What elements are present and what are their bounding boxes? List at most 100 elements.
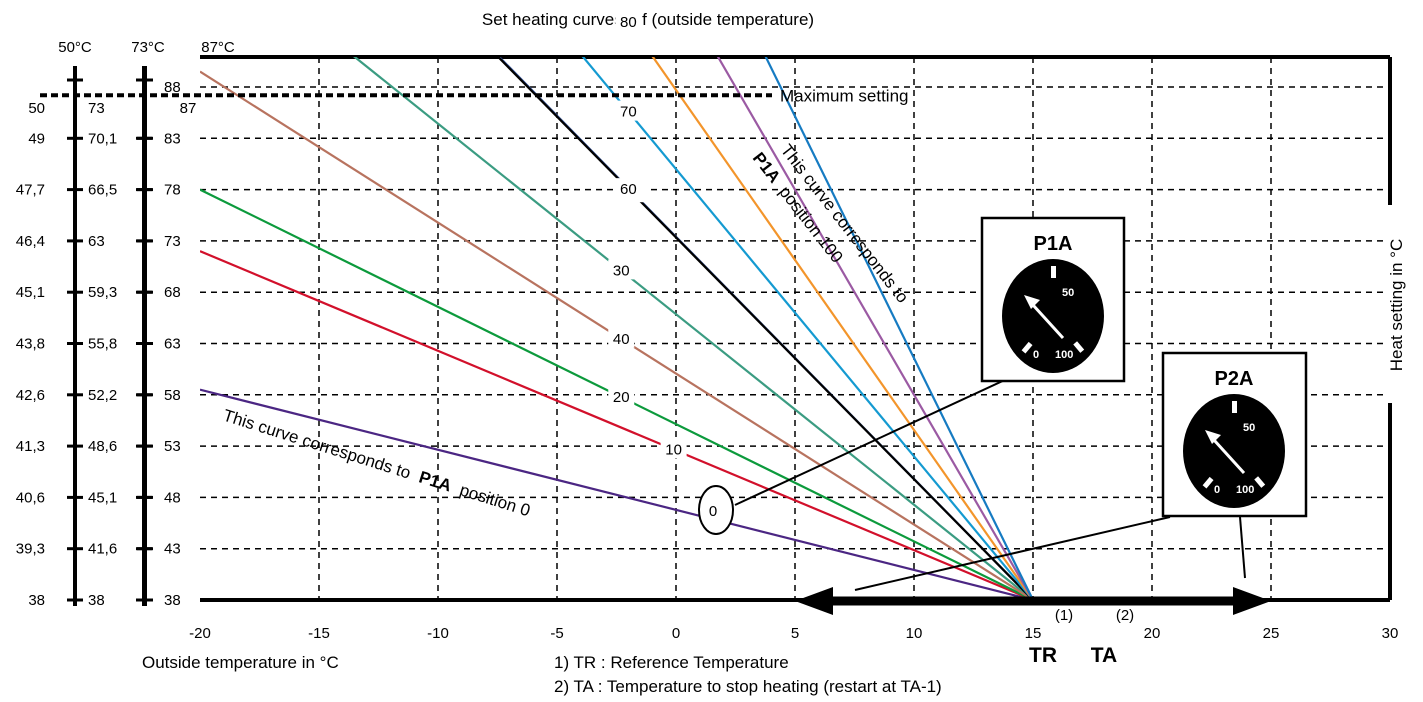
curve-label-30: 30: [613, 262, 630, 279]
scale-value: 50: [28, 100, 45, 117]
p2a-connector-left: [854, 516, 1171, 591]
x-tick-label: -20: [189, 625, 211, 642]
scale-value: 43,8: [16, 336, 45, 353]
curve-label-20: 20: [613, 389, 630, 406]
scale-header: 73°C: [131, 39, 165, 56]
x-tick-label: 5: [791, 625, 799, 642]
p1a-dial-label-50: 50: [1062, 287, 1074, 299]
x-tick-label: 30: [1382, 625, 1399, 642]
scale-value: 39,3: [16, 541, 45, 558]
x-tick-label: 15: [1025, 625, 1042, 642]
scale-value: 38: [28, 592, 45, 609]
p2a-dial-title: P2A: [1215, 368, 1254, 390]
p1a-dial-title: P1A: [1034, 233, 1073, 255]
scale-value: 55,8: [88, 336, 117, 353]
curve-label-bg: [615, 10, 642, 31]
x-tick-label: 0: [672, 625, 680, 642]
scale-value: 45,1: [16, 284, 45, 301]
curve-label-bg: [608, 259, 635, 280]
annotation-position-0-text: This curve corresponds to: [221, 406, 413, 483]
curve-label-10: 10: [665, 442, 682, 459]
y-tick-label: 38: [164, 592, 181, 609]
annotation-position-0-suffix: position 0: [457, 480, 532, 520]
x-tick-label: 10: [906, 625, 923, 642]
scale-value: 38: [88, 592, 105, 609]
marker-footnote: (2): [1116, 607, 1134, 624]
marker-footnote: (1): [1055, 607, 1073, 624]
annotation-position-100-line1: This curve corresponds to: [777, 141, 912, 307]
scale-value: 47,7: [16, 182, 45, 199]
curve-0: [200, 388, 1034, 600]
curve-label-bg: [608, 327, 635, 348]
x-tick-label: 25: [1263, 625, 1280, 642]
curve-80: [651, 57, 1034, 600]
footnote-ta: 2) TA : Temperature to stop heating (res…: [554, 677, 942, 696]
curve-10: [200, 250, 1034, 600]
p2a-dial-label-100: 100: [1236, 484, 1254, 496]
arrow-head-left: [795, 587, 833, 615]
y-tick-label: 83: [164, 130, 181, 147]
scale-value: 73: [88, 100, 105, 117]
scale-header: 87°C: [201, 39, 235, 56]
tr-ta-markers: (1) TR (2) TA: [1029, 607, 1134, 667]
scale-value: 63: [88, 233, 105, 250]
chart-title: Set heating curves = f (outside temperat…: [482, 10, 814, 29]
curve-label-40: 40: [613, 331, 630, 348]
p1a-dial-needle: [1031, 303, 1065, 340]
p2a-dial-box: P2A 50 0 100: [1161, 351, 1308, 518]
maximum-setting-label: Maximum setting: [780, 86, 908, 105]
scale-value: 42,6: [16, 387, 45, 404]
curve-70: [581, 57, 1034, 600]
p2a-dial-label-50: 50: [1243, 422, 1255, 434]
curve-label-bg: [615, 178, 642, 199]
curve-label-bg: [660, 438, 687, 459]
arrow-head-right: [1233, 587, 1271, 615]
scale-value: 87: [180, 100, 197, 117]
y-tick-labels: 38 43 48 53 58 63 68 73 78 83 88: [164, 79, 181, 609]
p1a-dial-tick-top: [1051, 266, 1056, 278]
p1a-dial-tick-right: [1073, 341, 1085, 353]
p2a-dial-tick-top: [1232, 401, 1237, 413]
curve-labels: 102030405060708090100: [608, 10, 687, 459]
p1a-dial-tick-left: [1021, 341, 1033, 354]
scale-value: 46,4: [16, 233, 45, 250]
scale-value: 49: [28, 130, 45, 147]
y-tick-label: 63: [164, 336, 181, 353]
ylabel-mask: [1383, 205, 1399, 403]
scale-value: 70,1: [88, 130, 117, 147]
x-axis-label: Outside temperature in °C: [142, 653, 339, 672]
scale-value: 45,1: [88, 489, 117, 506]
x-tick-label: -10: [427, 625, 449, 642]
y-tick-label: 73: [164, 233, 181, 250]
p2a-dial-label-0: 0: [1214, 484, 1220, 496]
curve-90: [716, 57, 1034, 600]
p1a-dial-box: P1A 50 0 100: [980, 216, 1126, 383]
marker-label: TR: [1029, 644, 1057, 667]
curve-label-80: 80: [620, 14, 637, 31]
annotation-position-0-p1a: P1A: [417, 467, 454, 495]
p1a-dial-needle-head: [1024, 295, 1040, 309]
curve-label-60: 60: [620, 181, 637, 198]
x-tick-label: -5: [550, 625, 563, 642]
curve-60: [496, 57, 1034, 600]
p2a-connector-right: [1239, 516, 1246, 579]
position-0-marker: [698, 485, 734, 535]
p1a-dial-label-0: 0: [1033, 349, 1039, 361]
scale-value: 41,3: [16, 438, 45, 455]
curve-label-bg: [615, 100, 642, 121]
p2a-dial-needle: [1212, 438, 1246, 475]
scale-value: 66,5: [88, 182, 117, 199]
extra-scales: 50°C 38 39,3 40,6 41,3 42,6 43,8 45,1 46,4 47,7 49…: [16, 39, 235, 609]
grid: [200, 57, 1390, 600]
annotation-position-0: This curve corresponds to P1A position 0: [221, 406, 533, 521]
p2a-dial-needle-head: [1205, 430, 1221, 444]
scale-header: 50°C: [58, 39, 92, 56]
p1a-dial-label-100: 100: [1055, 349, 1073, 361]
y-tick-label: 53: [164, 438, 181, 455]
p2a-dial-tick-left: [1202, 476, 1214, 489]
scale-value: 41,6: [88, 541, 117, 558]
scale-value: 40,6: [16, 489, 45, 506]
scale-value: 59,3: [88, 284, 117, 301]
footnote-tr: 1) TR : Reference Temperature: [554, 653, 789, 672]
y-tick-label: 43: [164, 541, 181, 558]
